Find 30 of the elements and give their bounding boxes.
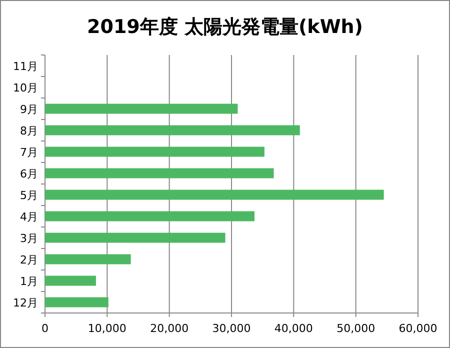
chart-title: 2019年度 太陽光発電量(kWh) xyxy=(87,16,363,38)
x-tick-label: 30,000 xyxy=(212,322,251,335)
x-tick-label: 40,000 xyxy=(274,322,313,335)
x-tick-label: 20,000 xyxy=(150,322,189,335)
bar xyxy=(45,297,108,308)
y-tick-label: 7月 xyxy=(20,146,38,159)
y-tick-label: 6月 xyxy=(20,167,38,180)
y-tick-label: 12月 xyxy=(13,296,38,310)
y-tick-label: 1月 xyxy=(20,274,38,288)
y-tick-label: 9月 xyxy=(20,102,38,116)
x-tick-label: 10,000 xyxy=(88,322,126,335)
bar xyxy=(45,254,131,264)
x-tick-label: 0 xyxy=(42,322,48,335)
bar xyxy=(45,125,300,136)
y-tick-label: 3月 xyxy=(20,232,38,245)
y-tick-label: 10月 xyxy=(13,81,38,94)
y-tick-label: 4月 xyxy=(20,210,38,224)
bar xyxy=(45,168,274,178)
y-tick-label: 5月 xyxy=(20,188,38,202)
bar xyxy=(45,211,254,222)
bar xyxy=(45,232,226,243)
y-tick-label: 2月 xyxy=(20,253,38,266)
x-tick-label: 50,000 xyxy=(336,322,376,335)
bar xyxy=(45,276,96,286)
bar xyxy=(45,146,264,157)
bar xyxy=(45,104,238,114)
x-tick-label: 60,000 xyxy=(398,322,438,335)
y-tick-label: 8月 xyxy=(20,124,38,138)
bar xyxy=(45,190,384,200)
y-tick-label: 11月 xyxy=(13,60,38,73)
